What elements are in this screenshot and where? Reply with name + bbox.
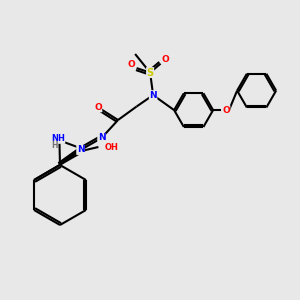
Text: N: N	[98, 134, 105, 142]
Text: OH: OH	[104, 142, 118, 152]
Text: O: O	[161, 55, 169, 64]
Text: S: S	[147, 68, 154, 78]
Text: O: O	[94, 103, 102, 112]
Text: NH: NH	[51, 134, 65, 143]
Text: H: H	[51, 141, 57, 150]
Text: O: O	[127, 60, 135, 69]
Text: N: N	[77, 146, 84, 154]
Text: N: N	[149, 91, 157, 100]
Text: O: O	[222, 106, 230, 115]
